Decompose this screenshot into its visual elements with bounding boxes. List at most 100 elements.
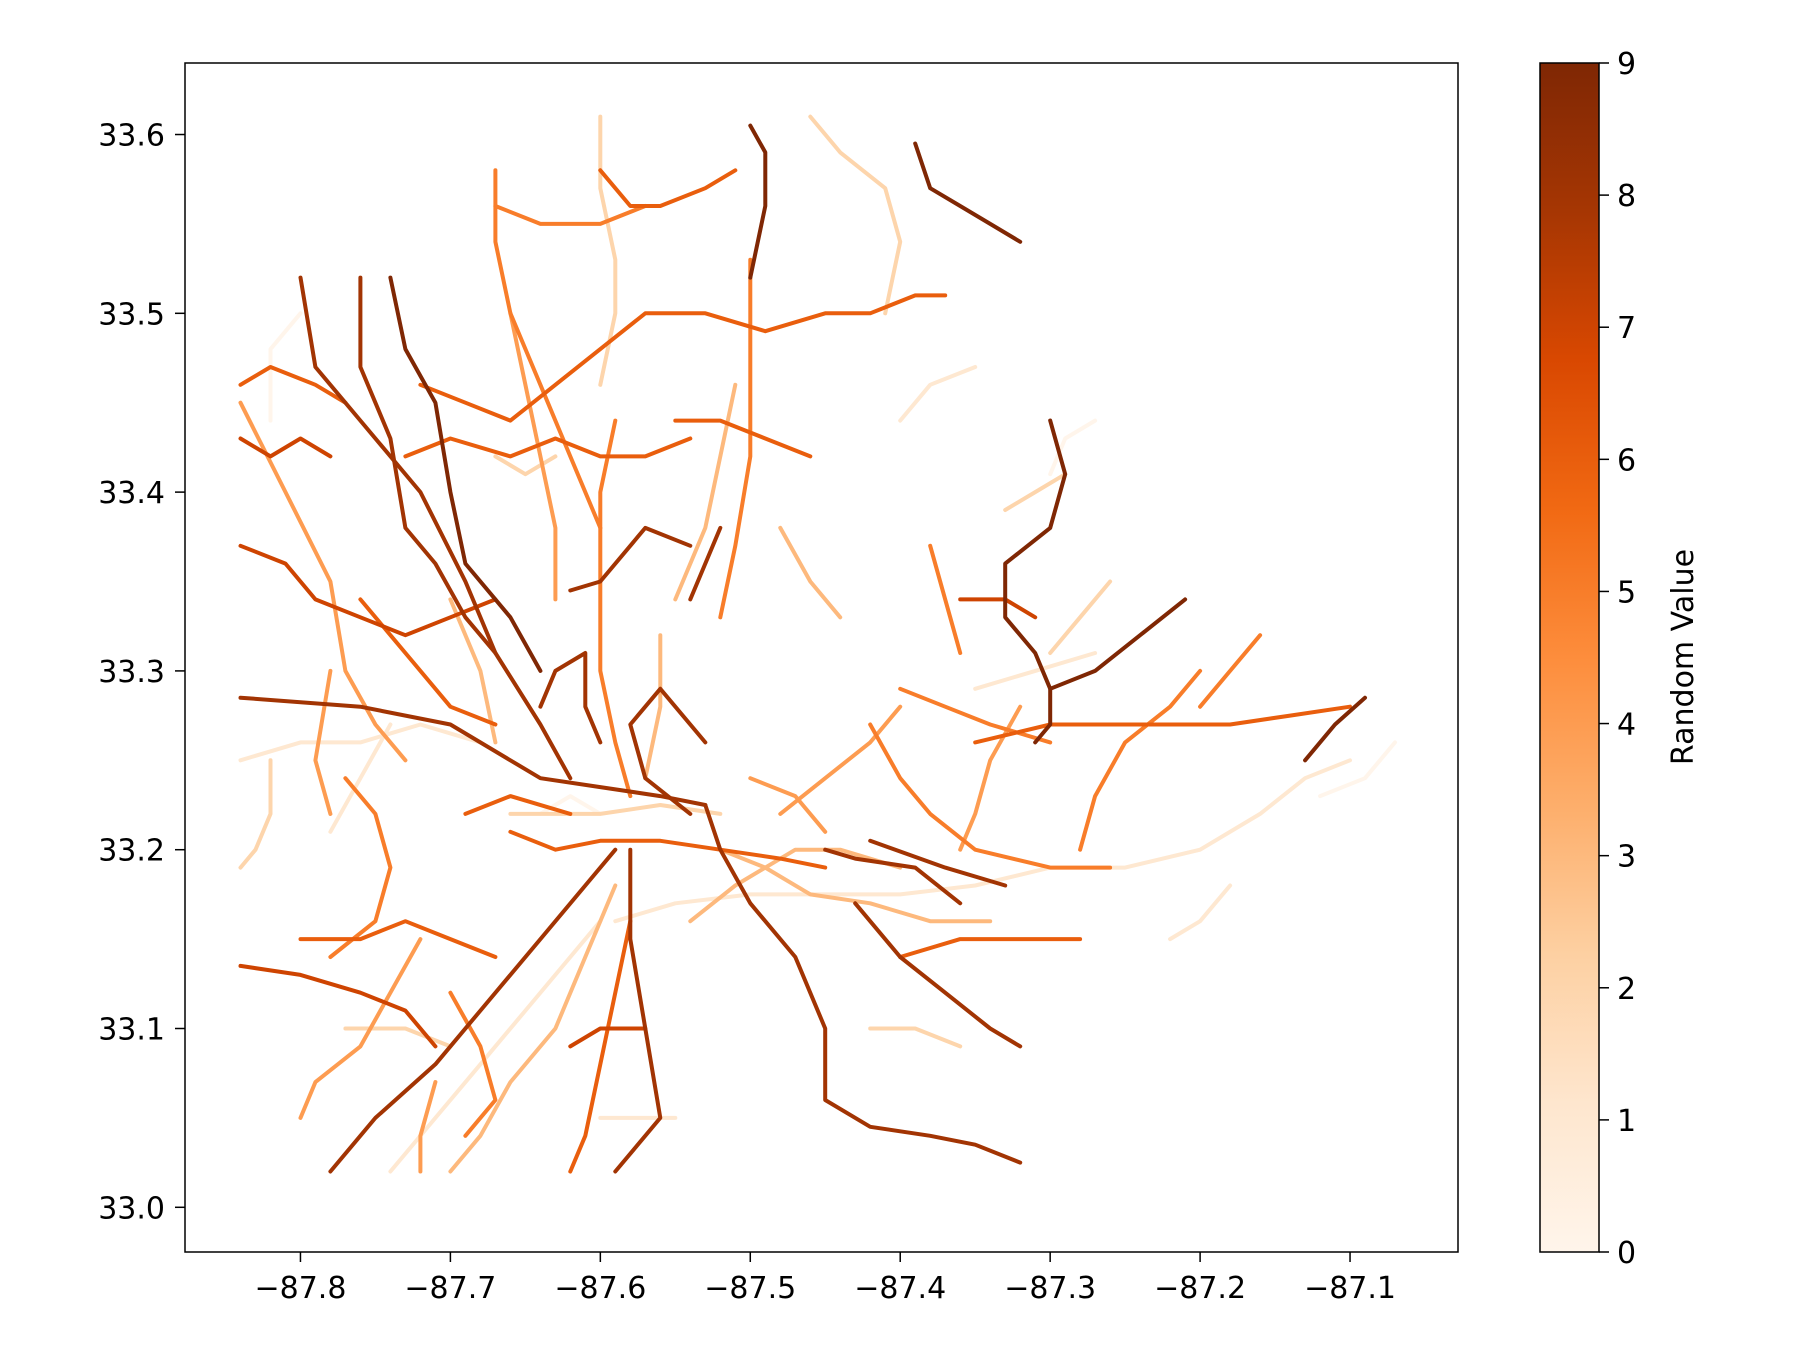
- river-segment: [238, 758, 273, 870]
- plot-background: [185, 63, 1458, 1252]
- river-segment: [388, 919, 603, 1174]
- river-segment: [1003, 472, 1068, 512]
- river-segment: [808, 114, 903, 316]
- river-segment: [448, 597, 498, 745]
- x-tick: −87.6: [554, 1252, 646, 1306]
- colorbar-tick: 3: [1599, 840, 1636, 875]
- colorbar-frame: [1539, 62, 1600, 1253]
- river-segment: [1003, 418, 1068, 745]
- river-segment: [493, 168, 603, 530]
- river-segment: [1048, 579, 1113, 655]
- colorbar-tick: 7: [1599, 311, 1636, 346]
- river-segment: [508, 311, 558, 602]
- y-tick: 33.0: [98, 1191, 185, 1226]
- colorbar-tick: 1: [1599, 1104, 1636, 1139]
- river-segment: [298, 919, 498, 959]
- colorbar-tick: 6: [1599, 443, 1636, 478]
- river-segment: [328, 847, 618, 1174]
- river-segment: [748, 123, 768, 280]
- x-tick: −87.7: [404, 1252, 496, 1306]
- river-segment: [853, 901, 1023, 1049]
- x-tick: −87.4: [854, 1252, 946, 1306]
- river-segment: [1078, 668, 1203, 852]
- colorbar-tick: 8: [1599, 179, 1636, 214]
- x-tick-label: −87.7: [404, 1271, 496, 1306]
- y-tick: 33.5: [98, 297, 185, 332]
- colorbar-tick: 2: [1599, 972, 1636, 1007]
- river-segment: [928, 543, 963, 655]
- x-tick: −87.5: [704, 1252, 796, 1306]
- x-tick: −87.2: [1154, 1252, 1246, 1306]
- river-segment: [868, 838, 1008, 888]
- colorbar-tick: 0: [1599, 1236, 1636, 1271]
- river-segment: [388, 275, 543, 673]
- y-tick-label: 33.0: [98, 1191, 165, 1226]
- colorbar-tick: 9: [1599, 47, 1636, 82]
- river-segment: [598, 114, 618, 387]
- colorbar-tick-label: 2: [1617, 972, 1636, 1007]
- colorbar-tick-label: 8: [1617, 179, 1636, 214]
- river-segment: [823, 847, 963, 906]
- x-tick-label: −87.8: [254, 1271, 346, 1306]
- y-tick: 33.2: [98, 834, 185, 869]
- y-tick-label: 33.5: [98, 297, 165, 332]
- river-segment: [1048, 597, 1188, 691]
- x-tick-label: −87.4: [854, 1271, 946, 1306]
- river-segment: [868, 1026, 963, 1049]
- y-tick-label: 33.4: [98, 476, 165, 511]
- river-segment: [1318, 740, 1397, 799]
- x-tick-label: −87.2: [1154, 1271, 1246, 1306]
- colorbar-tick-label: 3: [1617, 840, 1636, 875]
- x-tick-label: −87.1: [1304, 1271, 1396, 1306]
- river-segment: [538, 651, 603, 745]
- river-segment: [508, 829, 828, 870]
- colorbar-tick-label: 0: [1617, 1236, 1636, 1271]
- colorbar-tick: 5: [1599, 575, 1636, 610]
- river-segment: [418, 293, 948, 423]
- river-segment: [358, 275, 498, 655]
- river-segment: [493, 454, 558, 477]
- river-segment: [613, 847, 663, 1174]
- river-segment: [778, 525, 843, 620]
- river-segment: [1198, 633, 1263, 709]
- colorbar-tick-label: 9: [1617, 47, 1636, 82]
- river-segment: [238, 543, 498, 638]
- y-tick: 33.4: [98, 476, 185, 511]
- colorbar-tick-label: 4: [1617, 708, 1636, 743]
- river-segment: [673, 418, 813, 459]
- river-segment: [598, 168, 738, 208]
- river-segment: [1303, 695, 1367, 763]
- y-tick-label: 33.1: [98, 1013, 165, 1048]
- x-tick: −87.3: [1004, 1252, 1096, 1306]
- river-segment: [718, 257, 753, 620]
- river-segment: [643, 633, 663, 781]
- river-segment: [448, 883, 618, 1174]
- x-tick-label: −87.5: [704, 1271, 796, 1306]
- river-segment: [238, 365, 348, 405]
- river-segment: [238, 963, 438, 1049]
- river-segment: [298, 937, 423, 1120]
- river-segment: [868, 722, 1113, 870]
- river-segment: [418, 1080, 438, 1174]
- river-segment: [568, 525, 693, 593]
- river-segment: [1168, 883, 1233, 942]
- river-segment: [238, 436, 333, 459]
- river-segment: [748, 776, 828, 834]
- river-segment: [688, 525, 723, 602]
- colorbar-gradient: [1540, 63, 1599, 1252]
- river-segment: [898, 937, 1083, 959]
- x-axis: −87.8 −87.7 −87.6 −87.5 −87.4 −87.3 −87.…: [254, 1252, 1396, 1306]
- y-tick-label: 33.3: [98, 655, 165, 690]
- x-tick: −87.1: [1304, 1252, 1396, 1306]
- river-segments-layer: [238, 114, 1397, 1174]
- river-segment: [403, 436, 693, 459]
- river-segment: [898, 365, 978, 423]
- x-tick-label: −87.6: [554, 1271, 646, 1306]
- y-axis: 33.0 33.1 33.2 33.3 33.4 33.5 33.6: [98, 119, 185, 1226]
- colorbar-tick-label: 1: [1617, 1104, 1636, 1139]
- river-segment: [913, 141, 1023, 244]
- river-segment: [238, 695, 708, 807]
- colorbar-tick: 4: [1599, 708, 1636, 743]
- river-segment: [298, 275, 573, 781]
